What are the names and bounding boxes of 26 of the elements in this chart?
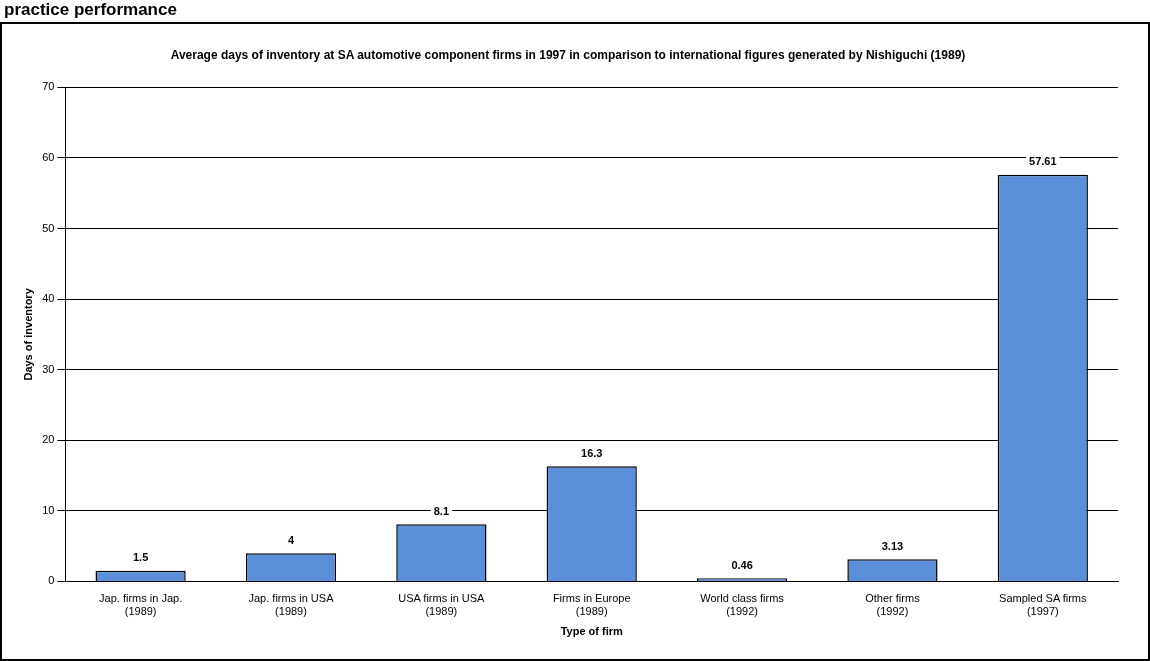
x-tick-label: Sampled SA firms (1997) <box>999 592 1088 618</box>
data-label: 0.46 <box>731 558 753 571</box>
y-tick-label: 0 <box>48 574 55 587</box>
y-tick-label: 10 <box>42 503 55 516</box>
y-tick-label: 50 <box>42 221 55 234</box>
data-label: 1.5 <box>132 551 149 564</box>
data-label: 8.1 <box>433 504 449 517</box>
x-tick-label: Firms in Europe (1989) <box>552 592 631 618</box>
data-label: 57.61 <box>1029 155 1057 168</box>
y-tick-label: 30 <box>42 362 55 375</box>
x-axis-title: Type of firm <box>560 625 623 638</box>
chart-title: Average days of inventory at SA automotive component firms in 1997 in comparison to international figures generated by Nishiguchi (1989) <box>170 47 966 62</box>
y-tick-label: 60 <box>42 151 55 163</box>
y-tick-label: 70 <box>42 80 55 93</box>
y-tick-label: 20 <box>42 433 55 446</box>
y-tick-label: 40 <box>42 292 55 305</box>
x-tick-label: World class firms (1992) <box>700 592 785 618</box>
data-label: 3.13 <box>881 539 904 552</box>
x-tick-label: Jap. firms in USA (1989) <box>248 592 335 618</box>
x-tick-label: Other firms (1992) <box>865 592 921 618</box>
text: practice performance <box>4 0 177 20</box>
data-label: 16.3 <box>581 446 603 459</box>
y-axis-title: Days of inventory <box>21 287 34 381</box>
x-tick-label: Jap. firms in Jap. (1989) <box>99 592 183 618</box>
data-label: 4 <box>287 533 295 546</box>
x-tick-label: USA firms in USA (1989) <box>398 592 486 618</box>
